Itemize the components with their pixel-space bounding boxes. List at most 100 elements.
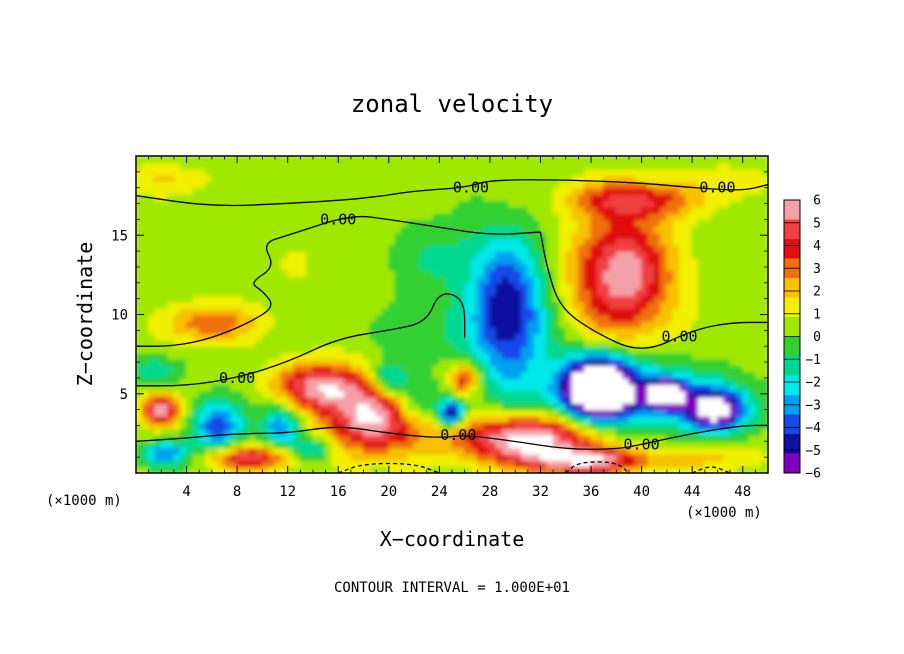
heatmap-cell — [173, 453, 181, 462]
heatmap-cell — [584, 383, 592, 392]
heatmap-cell — [539, 447, 548, 455]
heatmap-cell — [280, 345, 289, 354]
heatmap-cell — [483, 263, 491, 271]
heatmap-cell — [179, 307, 188, 316]
heatmap-cell — [268, 294, 276, 303]
heatmap-cell — [325, 275, 333, 284]
heatmap-cell — [584, 415, 592, 423]
heatmap-cell — [729, 421, 738, 430]
heatmap-cell — [641, 326, 649, 335]
heatmap-cell — [672, 244, 681, 252]
heatmap-cell — [685, 364, 693, 373]
heatmap-cell — [603, 275, 611, 284]
heatmap-cell — [236, 180, 245, 189]
heatmap-cell — [136, 466, 144, 473]
heatmap-cell — [742, 459, 750, 468]
heatmap-cell — [628, 390, 636, 398]
heatmap-cell — [483, 453, 491, 462]
heatmap-cell — [660, 256, 668, 265]
heatmap-cell — [754, 156, 763, 164]
heatmap-cell — [299, 301, 308, 309]
heatmap-cell — [495, 371, 504, 379]
heatmap-cell — [451, 333, 460, 341]
heatmap-cell — [280, 364, 289, 373]
heatmap-cell — [647, 345, 655, 354]
heatmap-cell — [609, 421, 618, 430]
heatmap-cell — [312, 339, 320, 347]
heatmap-cell — [344, 383, 352, 392]
heatmap-cell — [154, 275, 162, 284]
heatmap-cell — [148, 453, 156, 462]
heatmap-cell — [205, 383, 213, 392]
heatmap-cell — [603, 212, 611, 221]
heatmap-cell — [577, 358, 586, 366]
heatmap-cell — [268, 358, 276, 366]
heatmap-cell — [653, 187, 662, 195]
heatmap-cell — [723, 459, 731, 468]
heatmap-cell — [407, 415, 415, 423]
heatmap-cell — [136, 161, 144, 170]
heatmap-cell — [211, 447, 219, 455]
heatmap-cell — [211, 156, 219, 164]
heatmap-cell — [716, 345, 725, 354]
heatmap-cell — [186, 193, 194, 202]
heatmap-cell — [710, 212, 719, 221]
heatmap-cell — [154, 396, 162, 404]
heatmap-cell — [495, 269, 504, 278]
heatmap-cell — [375, 187, 384, 195]
heatmap-cell — [426, 383, 434, 392]
heatmap-cell — [261, 339, 270, 347]
heatmap-cell — [280, 390, 289, 398]
heatmap-cell — [571, 364, 580, 373]
heatmap-cell — [470, 161, 478, 170]
heatmap-cell — [685, 358, 693, 366]
heatmap-cell — [400, 459, 409, 468]
heatmap-cell — [242, 212, 251, 221]
heatmap-cell — [280, 440, 289, 449]
heatmap-cell — [325, 358, 333, 366]
heatmap-cell — [641, 187, 649, 195]
heatmap-cell — [590, 447, 599, 455]
heatmap-cell — [577, 275, 586, 284]
heatmap-cell — [287, 187, 295, 195]
heatmap-cell — [464, 193, 472, 202]
heatmap-cell — [716, 180, 725, 189]
heatmap-cell — [628, 187, 636, 195]
heatmap-cell — [502, 440, 510, 449]
heatmap-cell — [723, 383, 731, 392]
heatmap-cell — [293, 282, 302, 290]
heatmap-cell — [337, 263, 346, 271]
heatmap-cell — [141, 237, 150, 246]
heatmap-cell — [205, 428, 213, 436]
heatmap-cell — [173, 371, 181, 379]
heatmap-cell — [242, 428, 251, 436]
heatmap-cell — [186, 314, 194, 322]
heatmap-cell — [400, 231, 409, 240]
heatmap-cell — [495, 307, 504, 316]
heatmap-cell — [653, 218, 662, 227]
heatmap-cell — [489, 409, 497, 417]
heatmap-cell — [293, 409, 302, 417]
heatmap-cell — [186, 440, 194, 449]
heatmap-cell — [716, 371, 725, 379]
heatmap-cell — [666, 415, 674, 423]
heatmap-cell — [236, 320, 245, 328]
heatmap-cell — [660, 244, 668, 252]
heatmap-cell — [419, 371, 428, 379]
heatmap-cell — [217, 250, 226, 259]
heatmap-cell — [476, 294, 485, 303]
heatmap-cell — [242, 288, 251, 297]
heatmap-cell — [622, 237, 630, 246]
heatmap-cell — [666, 156, 674, 164]
heatmap-cell — [704, 409, 712, 417]
heatmap-cell — [679, 333, 687, 341]
heatmap-cell — [141, 282, 150, 290]
heatmap-cell — [438, 206, 447, 214]
heatmap-cell — [205, 199, 213, 208]
heatmap-cell — [223, 168, 232, 176]
heatmap-cell — [167, 409, 175, 417]
heatmap-cell — [306, 212, 314, 221]
heatmap-cell — [274, 187, 283, 195]
heatmap-cell — [306, 314, 314, 322]
heatmap-cell — [558, 193, 567, 202]
